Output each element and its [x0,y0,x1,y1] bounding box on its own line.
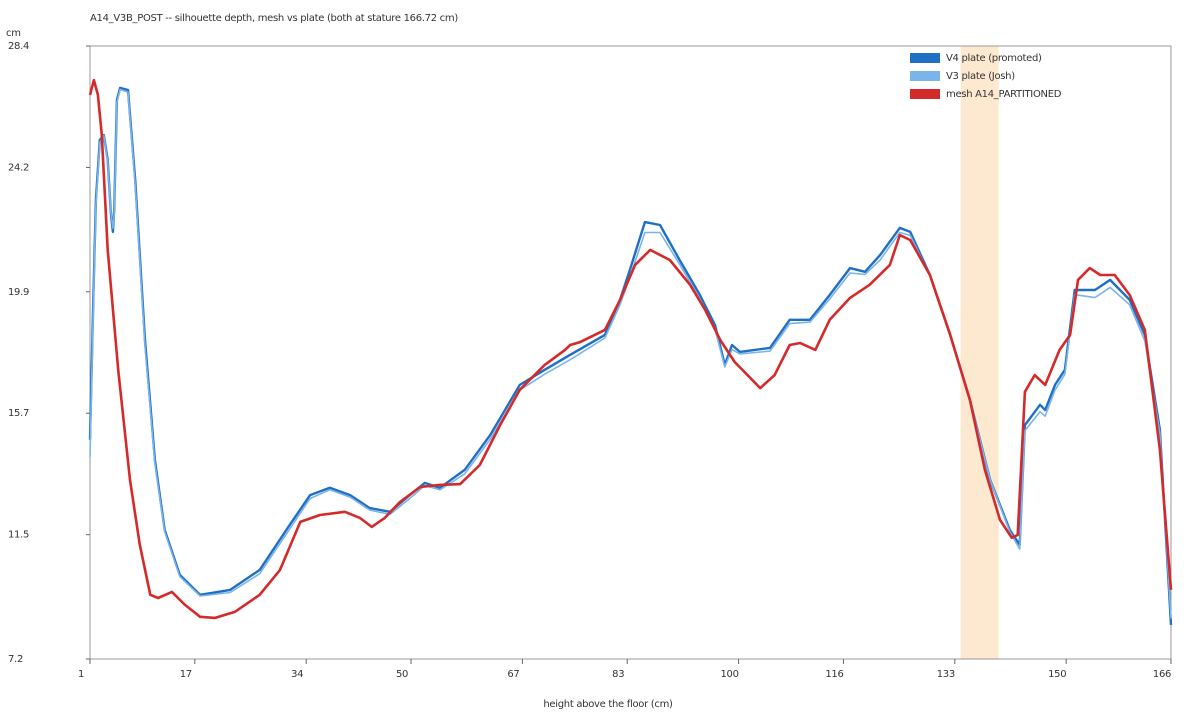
legend-swatch [910,53,940,63]
y-tick-label: 28.4 [8,41,29,52]
legend-label: mesh A14_PARTITIONED [946,89,1062,100]
x-tick-label: 133 [937,669,955,680]
legend-label: V4 plate (promoted) [946,53,1042,64]
x-tick-label: 83 [612,669,624,680]
highlight-band [960,46,999,659]
y-tick-label: 11.5 [8,530,29,541]
x-tick-label: 1 [78,669,84,680]
series-line [88,86,1173,625]
y-axis-label: cm [6,28,21,39]
chart-title: A14_V3B_POST -- silhouette depth, mesh v… [90,13,458,24]
x-axis-label: height above the floor (cm) [543,699,673,710]
x-tick-label: 116 [825,669,843,680]
x-tick-label: 34 [291,669,303,680]
plot-frame [89,45,1172,660]
legend-swatch [910,89,940,99]
x-tick-label: 67 [507,669,519,680]
y-tick-label: 24.2 [8,162,29,173]
x-tick-label: 50 [396,669,408,680]
x-tick-label: 166 [1153,669,1171,680]
y-tick-label: 15.7 [8,408,29,419]
y-tick-label: 19.9 [8,287,29,298]
x-tick-label: 17 [180,669,192,680]
y-tick-label: 7.2 [8,654,23,665]
legend-label: V3 plate (Josh) [946,71,1015,82]
series-line [89,88,1172,619]
legend-swatch [910,71,940,81]
x-tick-label: 100 [721,669,739,680]
series-line [88,78,1173,620]
x-tick-label: 150 [1048,669,1066,680]
